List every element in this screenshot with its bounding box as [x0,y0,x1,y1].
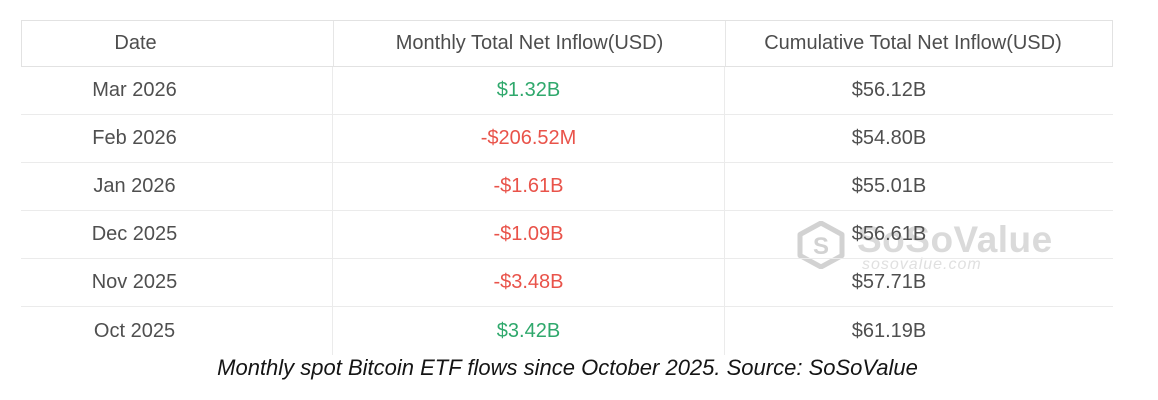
table-row-feb-2026: Feb 2026 -$206.52M $54.80B [21,115,1113,163]
watermark-text-block: SoSoValue sosovalue.com [857,221,1053,273]
table-row-mar-2026: Mar 2026 $1.32B $56.12B [21,67,1113,115]
table-row-dec-2025: Dec 2025 -$1.09B $56.61B [21,211,1113,259]
sosovalue-watermark: S SoSoValue sosovalue.com [796,221,1053,273]
cell-date: Feb 2026 [21,115,333,162]
figure-caption: Monthly spot Bitcoin ETF flows since Oct… [217,355,918,380]
cell-monthly-inflow: -$1.61B [333,163,725,210]
cell-cumulative-inflow: $57.71B [851,271,927,293]
table-header-row: Date Monthly Total Net Inflow(USD) Cumul… [21,20,1113,67]
table-row-oct-2025: Oct 2025 $3.42B $61.19B [21,307,1113,355]
cell-monthly-inflow: $3.42B [333,307,725,355]
sosovalue-hex-cube-icon: S [797,221,845,269]
table-row-nov-2025: Nov 2025 -$3.48B $57.71B [21,259,1113,307]
cell-date: Dec 2025 [21,211,333,258]
etf-flows-table: Date Monthly Total Net Inflow(USD) Cumul… [21,20,1113,355]
cell-date: Mar 2026 [21,67,333,114]
cell-cumulative-inflow: $61.19B [851,319,927,342]
cell-cumulative-inflow: $56.12B [851,79,927,101]
column-header-monthly-inflow: Monthly Total Net Inflow(USD) [334,21,726,66]
cell-date: Jan 2026 [21,163,333,210]
cell-cumulative-inflow: $55.01B [851,175,927,197]
table-row-jan-2026: Jan 2026 -$1.61B $55.01B [21,163,1113,211]
watermark-brand-text: SoSoValue [857,219,1053,260]
cell-date: Nov 2025 [21,259,333,306]
column-header-date: Date [22,21,334,66]
cell-date: Oct 2025 [21,307,333,355]
cell-monthly-inflow: $1.32B [333,67,725,114]
cell-monthly-inflow: -$206.52M [333,115,725,162]
cell-cumulative-inflow: $56.61B [851,223,927,245]
cell-monthly-inflow: -$1.09B [333,211,725,258]
watermark-url-text: sosovalue.com [862,256,982,273]
cell-monthly-inflow: -$3.48B [333,259,725,306]
column-header-cumulative-inflow: Cumulative Total Net Inflow(USD) [764,32,1062,54]
svg-text:S: S [813,233,829,260]
cell-cumulative-inflow: $54.80B [851,127,927,149]
